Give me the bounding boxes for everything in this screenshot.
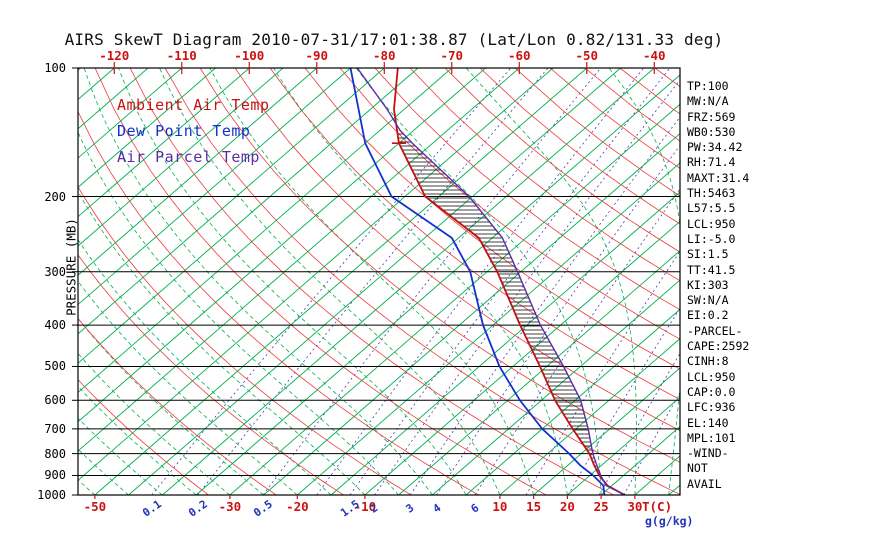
mixing-unit-label: g(g/kg): [645, 514, 694, 528]
legend-item-dew-point-temp: Dew Point Temp: [117, 122, 251, 140]
legend-item-air-parcel-temp: Air Parcel Temp: [117, 148, 260, 166]
stat-line: LCL:950: [687, 216, 736, 231]
stat-line: SW:N/A: [687, 293, 729, 308]
stat-line: -PARCEL-: [687, 323, 743, 338]
stat-line: EL:140: [687, 415, 729, 430]
stats-panel: TP:100 MW:N/A FRZ:569 WB0:530 PW:34.42 RH:71.…: [687, 79, 749, 492]
stat-line: CAP:0.0: [687, 384, 736, 399]
stat-line: LCL:950: [687, 369, 736, 384]
legend: Ambient Air Temp Dew Point Temp Air Parcel…: [117, 92, 270, 170]
chart-title: AIRS SkewT Diagram 2010-07-31/17:01:38.8…: [64, 30, 724, 49]
stat-line: NOT: [687, 461, 708, 476]
stat-line: WB0:530: [687, 124, 736, 139]
stat-line: PW:34.42: [687, 140, 743, 155]
stat-line: RH:71.4: [687, 155, 736, 170]
stat-line: TH:5463: [687, 186, 736, 201]
stat-line: TP:100: [687, 79, 729, 93]
stat-line: MW:N/A: [687, 94, 729, 109]
stat-line: -WIND-: [687, 446, 729, 461]
dew-point-temp-line: [349, 68, 606, 495]
stat-line: MAXT:31.4: [687, 170, 750, 185]
stat-line: MPL:101: [687, 430, 736, 445]
stat-line: KI:303: [687, 277, 729, 292]
stat-line: LFC:936: [687, 400, 736, 415]
temp-unit-label: T(C): [642, 499, 673, 514]
stat-line: SI:1.5: [687, 247, 729, 262]
stat-line: LI:-5.0: [687, 231, 736, 246]
stat-line: L57:5.5: [687, 201, 736, 216]
legend-item-ambient-air-temp: Ambient Air Temp: [117, 96, 270, 114]
stat-line: CINH:8: [687, 354, 729, 369]
stat-line: TT:41.5: [687, 262, 736, 277]
stat-line: EI:0.2: [687, 308, 729, 323]
pressure-axis-label: PRESSURE (MB): [63, 218, 79, 316]
stat-line: AVAIL: [687, 476, 722, 491]
air-parcel-temp-line: [356, 68, 626, 495]
stat-line: CAPE:2592: [687, 339, 750, 354]
background-grid: [78, 68, 680, 495]
stat-line: FRZ:569: [687, 109, 736, 124]
ambient-air-temp-line: [393, 68, 626, 495]
